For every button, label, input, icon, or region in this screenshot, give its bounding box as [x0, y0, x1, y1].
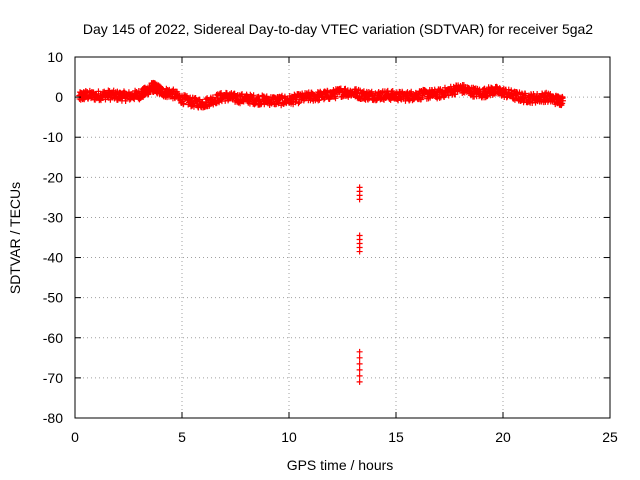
outlier-point: [356, 348, 363, 355]
y-tick-labels: 10 0 -10 -20 -30 -40 -50 -60 -70 -80: [43, 49, 63, 426]
x-tick-label: 25: [602, 429, 618, 445]
y-tick-label: -80: [43, 410, 63, 426]
x-tick-labels: 0 5 10 15 20 25: [71, 429, 618, 445]
data-point: [436, 94, 443, 101]
x-tick-label: 5: [178, 429, 186, 445]
data-points: [76, 79, 566, 385]
y-tick-label: -10: [43, 129, 63, 145]
data-point: [360, 88, 367, 95]
grid-lines: [75, 57, 610, 418]
outlier-point: [356, 378, 363, 385]
x-tick-label: 0: [71, 429, 79, 445]
y-tick-label: -30: [43, 209, 63, 225]
y-tick-label: -70: [43, 370, 63, 386]
data-point: [250, 92, 257, 99]
x-tick-label: 10: [281, 429, 297, 445]
y-tick-label: -40: [43, 250, 63, 266]
y-tick-label: -20: [43, 169, 63, 185]
x-tick-label: 15: [388, 429, 404, 445]
outlier-point: [356, 248, 363, 255]
y-tick-label: -60: [43, 330, 63, 346]
data-point: [295, 100, 302, 107]
data-point: [445, 92, 452, 99]
outlier-point: [356, 372, 363, 379]
outlier-point: [356, 366, 363, 373]
y-tick-label: 10: [47, 49, 63, 65]
plot-frame: [74, 56, 611, 419]
data-point: [332, 95, 339, 102]
data-point: [559, 100, 566, 107]
data-point: [559, 97, 566, 104]
chart-title: Day 145 of 2022, Sidereal Day-to-day VTE…: [83, 21, 593, 37]
y-tick-label: -50: [43, 290, 63, 306]
axis-ticks: [74, 56, 611, 419]
outlier-point: [356, 360, 363, 367]
x-tick-label: 20: [495, 429, 511, 445]
y-axis-label: SDTVAR / TECUs: [7, 182, 23, 294]
y-tick-label: 0: [55, 89, 63, 105]
outlier-point: [356, 196, 363, 203]
data-point: [526, 98, 533, 105]
data-point: [105, 87, 112, 94]
outlier-point: [356, 354, 363, 361]
x-axis-label: GPS time / hours: [287, 457, 394, 473]
data-point: [180, 100, 187, 107]
